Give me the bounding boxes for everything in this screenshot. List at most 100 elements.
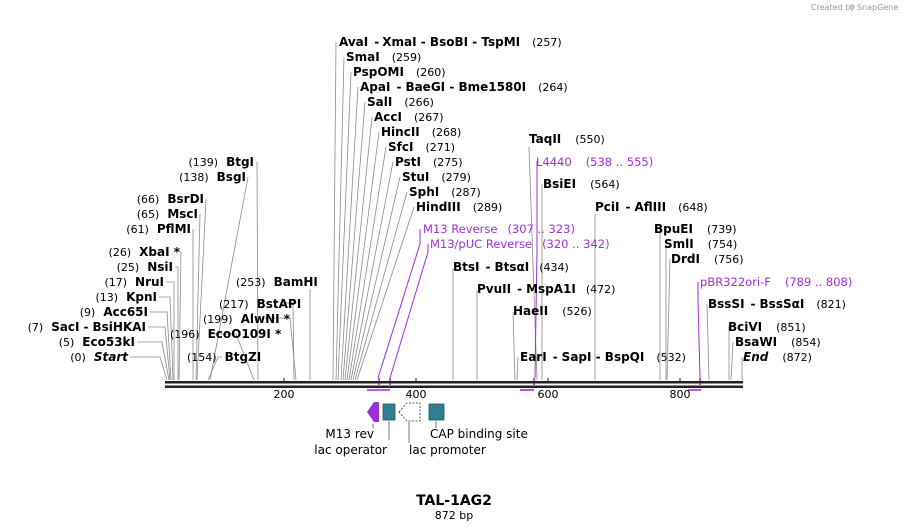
enzyme-label-sfci[interactable]: SfcI (271) — [388, 140, 455, 154]
enzyme-label-psti[interactable]: PstI (275) — [395, 155, 463, 169]
feature-label-lac-operator: lac operator — [314, 443, 387, 457]
primer-label-m13-reverse[interactable]: M13 Reverse (307 .. 323) — [423, 222, 575, 236]
enzyme-label-pcii[interactable]: PciI - AflIII (648) — [595, 200, 708, 214]
map-subtitle: 872 bp — [435, 509, 473, 522]
enzyme-leader-lines — [130, 41, 743, 381]
leader-drdi — [666, 258, 671, 381]
enzyme-label-bamhi[interactable]: (253) BamHI — [236, 275, 318, 289]
enzyme-label-pspomi[interactable]: PspOMI (260) — [353, 65, 446, 79]
leader-acci — [344, 116, 373, 381]
leader-pbr322ori-f — [697, 282, 701, 379]
enzyme-label-acci[interactable]: AccI (267) — [374, 110, 444, 124]
enzyme-label-smai[interactable]: SmaI (259) — [346, 50, 421, 64]
feature-m13-rev[interactable] — [367, 402, 379, 422]
enzyme-label-apai[interactable]: ApaI - BaeGI - Bme1580I (264) — [360, 80, 568, 94]
enzyme-label-smli[interactable]: SmlI (754) — [664, 237, 737, 251]
enzyme-label-drdi[interactable]: DrdI (756) — [671, 252, 744, 266]
enzyme-label-pflmi[interactable]: (61) PflMI — [126, 222, 191, 236]
leader-m13puc-reverse — [389, 244, 429, 379]
feature-label-cap-binding-site: CAP binding site — [430, 427, 528, 441]
enzyme-label-btsi[interactable]: BtsI - BtsαI (434) — [453, 260, 569, 274]
enzyme-label-sali[interactable]: SalI (266) — [367, 95, 434, 109]
enzyme-label-acc65i[interactable]: (9) Acc65I — [80, 305, 148, 319]
leader-l4440 — [534, 161, 538, 379]
enzyme-label-pvuii[interactable]: PvuII - MspA1I (472) — [477, 282, 615, 296]
enzyme-label-xbai[interactable]: (26) XbaI * — [109, 245, 181, 259]
feature-label-lac-promoter: lac promoter — [409, 443, 486, 457]
leader-eco53ki — [137, 341, 170, 381]
primer-label-m13puc-reverse[interactable]: M13/pUC Reverse (320 .. 342) — [430, 237, 610, 251]
enzyme-label-eco53ki[interactable]: (5) Eco53kI — [59, 335, 135, 349]
enzyme-label-bcivi[interactable]: BciVI (851) — [728, 320, 806, 334]
leader-pspomi — [337, 71, 352, 381]
feature-lac-promoter[interactable] — [398, 402, 421, 422]
leader-msci — [195, 213, 201, 381]
feature-cap-binding-site[interactable] — [428, 403, 445, 421]
leader-bsssi — [706, 303, 710, 381]
leader-saci — [148, 326, 171, 381]
enzyme-label-btgi[interactable]: (139) BtgI — [188, 155, 254, 169]
leader-eari — [516, 356, 519, 381]
feature-leader-lines — [372, 421, 437, 443]
feature-lac-operator[interactable] — [382, 403, 396, 421]
leader-psti — [350, 161, 394, 381]
enzyme-label-bpuei[interactable]: BpuEI (739) — [654, 222, 737, 236]
enzyme-label-bsiei[interactable]: BsiEI (564) — [543, 177, 620, 191]
enzyme-label-bsgi[interactable]: (138) BsgI — [179, 170, 246, 184]
enzyme-label-taqii[interactable]: TaqII (550) — [529, 132, 605, 146]
enzyme-label-nrui[interactable]: (17) NruI — [104, 275, 164, 289]
leader-start — [130, 356, 168, 381]
tick-200: 200 — [274, 388, 295, 401]
snapgene-logo-icon — [849, 4, 855, 10]
enzyme-label-hincii[interactable]: HincII (268) — [381, 125, 461, 139]
enzyme-label-haeii[interactable]: HaeII (526) — [513, 304, 592, 318]
enzyme-label-bstapi[interactable]: (217) BstAPI — [219, 297, 301, 311]
leader-btgzi — [207, 356, 222, 381]
enzyme-label-bsawi[interactable]: BsaWI (854) — [735, 335, 821, 349]
enzyme-label-eari[interactable]: EarI - SapI - BspQI (532) — [520, 350, 686, 364]
leader-m13-reverse — [377, 229, 421, 379]
leader-bsrdi — [196, 198, 207, 381]
leader-apai — [340, 86, 359, 381]
tick-400: 400 — [406, 388, 427, 401]
enzyme-label-msci[interactable]: (65) MscI — [137, 207, 198, 221]
enzyme-label-saci[interactable]: (7) SacI - BsiHKAI — [28, 320, 146, 334]
credit-brand: SnapGene — [857, 3, 898, 12]
leader-bstapi — [283, 302, 295, 381]
tick-800: 800 — [670, 388, 691, 401]
enzyme-label-hindiii[interactable]: HindIII (289) — [416, 200, 502, 214]
enzyme-label-avai[interactable]: AvaI - XmaI - BsoBI - TspMI (257) — [339, 35, 562, 49]
enzyme-label-start[interactable]: (0) Start — [70, 350, 129, 364]
leader-smai — [335, 56, 345, 381]
leader-avai — [332, 41, 337, 381]
enzyme-label-bsssi[interactable]: BssSI - BssSαI (821) — [708, 297, 846, 311]
leader-ecoo109i — [208, 333, 255, 381]
enzyme-label-kpni[interactable]: (13) KpnI — [96, 290, 158, 304]
leader-hincii — [346, 131, 380, 381]
feature-label-m13-rev: M13 rev — [325, 427, 374, 441]
map-title: TAL-1AG2 — [416, 493, 492, 509]
sequence-backbone — [165, 378, 743, 388]
leader-xbai — [178, 251, 182, 381]
enzyme-label-stui[interactable]: StuI (279) — [402, 170, 471, 184]
leader-sphi — [354, 191, 408, 381]
tick-600: 600 — [538, 388, 559, 401]
primer-label-l4440[interactable]: L4440 (538 .. 555) — [536, 155, 653, 169]
enzyme-label-end[interactable]: End (872) — [743, 350, 812, 364]
enzyme-label-ecoo109i[interactable]: (196) EcoO109I * — [170, 327, 282, 341]
leader-sali — [342, 101, 366, 381]
leader-stui — [352, 176, 401, 381]
enzyme-label-nsii[interactable]: (25) NsiI — [117, 260, 173, 274]
enzyme-label-btgzi[interactable]: (154) BtgZI — [187, 350, 261, 364]
enzyme-label-alwni[interactable]: (199) AlwNI * — [203, 312, 291, 326]
leader-bsgi — [209, 176, 249, 381]
leader-haeii — [512, 311, 516, 381]
primer-leader-lines — [377, 161, 701, 379]
enzyme-label-bsrdi[interactable]: (66) BsrDI — [137, 192, 204, 206]
enzyme-label-sphi[interactable]: SphI (287) — [409, 185, 481, 199]
leader-nrui — [166, 281, 175, 380]
primer-label-pbr322ori-f[interactable]: pBR322ori-F (789 .. 808) — [700, 275, 852, 289]
leader-btgi — [256, 161, 259, 381]
leader-bsawi — [730, 341, 734, 381]
